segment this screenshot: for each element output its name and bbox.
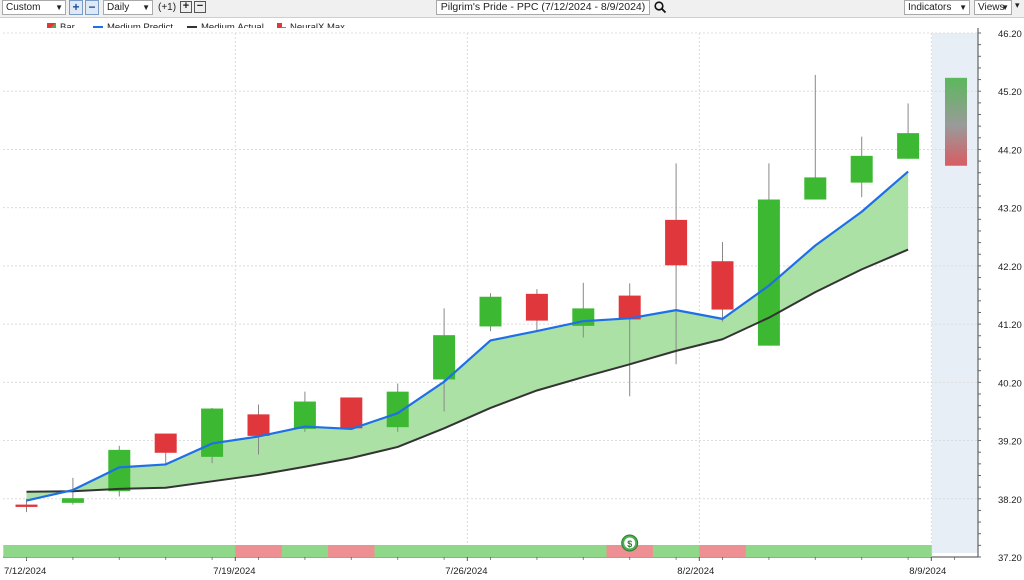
signal-segment — [235, 545, 283, 557]
legend-neural-label: NeuralX.Max — [290, 22, 345, 33]
signal-segment — [792, 545, 839, 557]
period-select-value: Daily — [107, 2, 130, 13]
y-tick-label: 42.20 — [998, 262, 1022, 273]
candle-body — [108, 449, 131, 492]
range-select[interactable]: Custom ▼ — [2, 0, 66, 15]
y-tick-label: 46.20 — [998, 29, 1022, 40]
zoom-in-button[interactable]: + — [69, 0, 83, 15]
chevron-down-icon: ▼ — [959, 3, 967, 12]
dollar-marker-inner — [624, 537, 636, 549]
signal-segment — [838, 545, 886, 557]
legend-actual: Medium.Actual — [187, 22, 264, 34]
neuralx-max-bar — [945, 77, 967, 166]
offset-label: (+1) — [158, 2, 177, 13]
y-tick-label: 38.20 — [998, 495, 1022, 506]
candle-body — [293, 401, 316, 429]
candle-body — [15, 504, 38, 507]
signal-segment — [745, 545, 793, 557]
candle-body — [61, 498, 84, 503]
signal-segment — [374, 545, 422, 557]
chevron-down-icon: ▼ — [1001, 3, 1009, 12]
y-tick-label: 44.20 — [998, 145, 1022, 156]
dollar-marker-label: $ — [627, 539, 632, 549]
x-tick-label: 8/2/2024 — [677, 566, 714, 577]
signal-segment — [513, 545, 561, 557]
signal-segment — [884, 545, 932, 557]
signal-segment — [49, 545, 97, 557]
candle-body — [850, 155, 873, 183]
signal-segment — [652, 545, 700, 557]
indicators-label: Indicators — [908, 2, 952, 13]
candle-body — [247, 414, 270, 436]
candle-body — [618, 295, 641, 320]
signal-segment — [328, 545, 375, 557]
x-tick-label: 7/12/2024 — [4, 566, 46, 577]
candle-body — [804, 177, 827, 200]
y-tick-label: 37.20 — [998, 553, 1022, 564]
signal-segment — [560, 545, 607, 557]
candle-body — [711, 261, 734, 310]
y-tick-label: 39.20 — [998, 437, 1022, 448]
signal-segment — [467, 545, 515, 557]
views-label: Views — [978, 2, 1005, 13]
actual-swatch — [187, 26, 197, 29]
indicators-menu[interactable]: Indicators ▼ — [904, 0, 970, 15]
zoom-out-button[interactable]: − — [85, 0, 99, 15]
offset-minus-button[interactable]: − — [194, 1, 206, 13]
candle-body — [897, 133, 920, 159]
legend-actual-label: Medium.Actual — [201, 22, 264, 33]
toolbar: Custom ▼ + − Daily ▼ (+1) + − Pilgrim's … — [0, 0, 1024, 18]
chart-title-box[interactable]: Pilgrim's Pride - PPC (7/12/2024 - 8/9/2… — [436, 0, 650, 15]
y-tick-label: 45.20 — [998, 87, 1022, 98]
x-tick-label: 7/26/2024 — [445, 566, 487, 577]
signal-segment — [96, 545, 143, 557]
actual-line — [26, 248, 909, 493]
candle-body — [154, 433, 177, 453]
legend-bar-label: Bar — [60, 22, 75, 33]
candle-body — [479, 296, 502, 327]
candle-body — [386, 391, 409, 428]
candle-body — [525, 293, 548, 321]
signal-segment — [699, 545, 747, 557]
chart-title: Pilgrim's Pride - PPC (7/12/2024 - 8/9/2… — [440, 1, 646, 13]
y-tick-label: 43.20 — [998, 204, 1022, 215]
chevron-down-icon: ▼ — [142, 3, 150, 12]
candle-body — [201, 408, 224, 457]
search-icon[interactable] — [654, 1, 667, 14]
signal-segment — [142, 545, 190, 557]
x-tick-label: 7/19/2024 — [213, 566, 255, 577]
legend-predict-label: Medium.Predict — [107, 22, 173, 33]
views-menu[interactable]: Views ▼ — [974, 0, 1012, 15]
predict-line — [26, 170, 909, 502]
offset-plus-button[interactable]: + — [180, 1, 192, 13]
candle-body — [665, 219, 688, 266]
chevron-down-icon: ▼ — [55, 3, 63, 12]
range-select-value: Custom — [6, 2, 41, 13]
signal-segment — [281, 545, 329, 557]
y-tick-label: 40.20 — [998, 378, 1022, 389]
signal-segment — [3, 545, 51, 557]
period-select[interactable]: Daily ▼ — [103, 0, 153, 15]
candle-body — [757, 199, 780, 346]
signal-segment — [420, 545, 468, 557]
y-tick-label: 41.20 — [998, 320, 1022, 331]
candle-body — [340, 397, 363, 429]
predict-swatch — [93, 26, 103, 29]
candle-body — [433, 335, 456, 380]
x-tick-label: 8/9/2024 — [909, 566, 946, 577]
signal-segment — [188, 545, 236, 557]
overflow-icon[interactable]: ▾ — [1015, 0, 1020, 10]
